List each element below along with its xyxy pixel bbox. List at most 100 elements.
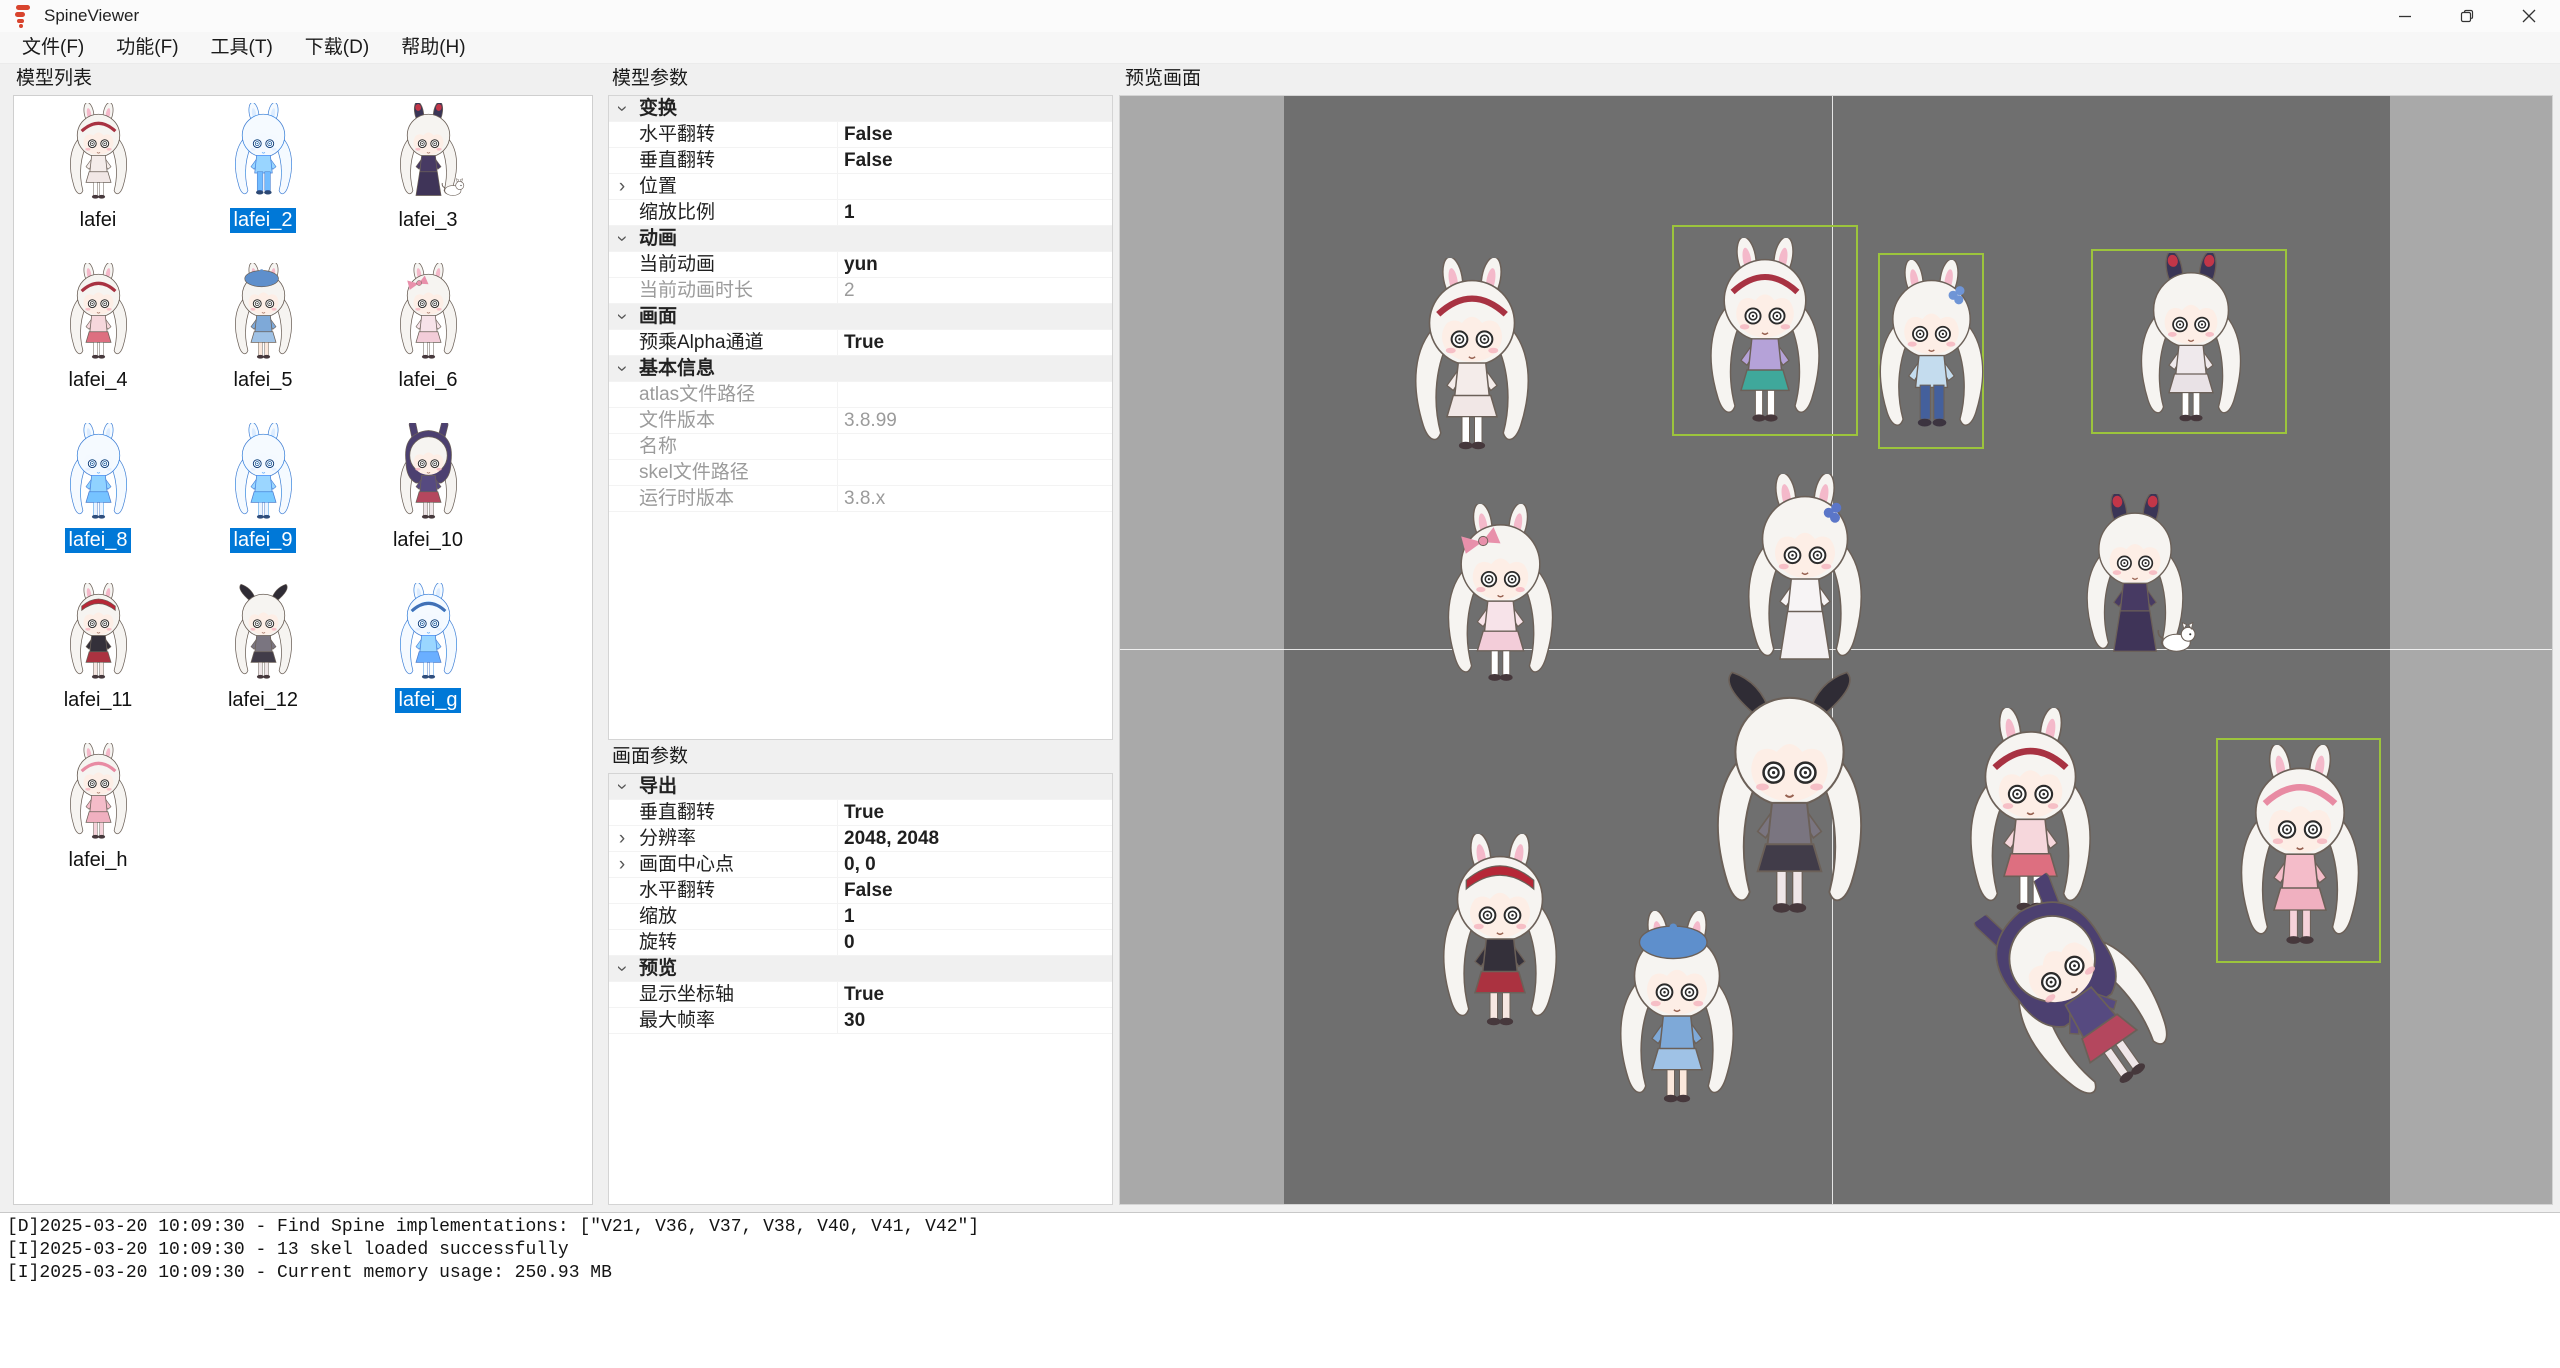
- property-row[interactable]: 当前动画 yun: [609, 252, 1112, 278]
- property-row[interactable]: 缩放 1: [609, 904, 1112, 930]
- model-list-item-lafei_10[interactable]: lafei_10: [353, 423, 503, 553]
- chibi-character-graphic: [1710, 236, 1820, 422]
- preview-character-lafei_10[interactable]: [1939, 849, 2213, 1138]
- preview-character-redears[interactable]: [2125, 250, 2257, 434]
- menu-functions[interactable]: 功能(F): [116, 36, 179, 58]
- model-item-label: lafei_6: [398, 369, 458, 391]
- property-row[interactable]: 垂直翻转 False: [609, 148, 1112, 174]
- menu-download[interactable]: 下载(D): [304, 36, 370, 58]
- collapse-chevron-icon[interactable]: ›: [611, 105, 633, 112]
- property-row[interactable]: 预乘Alpha通道 True: [609, 330, 1112, 356]
- property-row[interactable]: atlas文件路径: [609, 382, 1112, 408]
- property-value[interactable]: 2048, 2048: [837, 826, 1112, 851]
- restore-button[interactable]: [2436, 0, 2498, 32]
- property-value[interactable]: [837, 382, 1112, 407]
- property-value[interactable]: 3.8.99: [837, 408, 1112, 433]
- model-list-item-lafei_g[interactable]: lafei_g: [353, 583, 503, 713]
- minimize-button[interactable]: [2374, 0, 2436, 32]
- property-row[interactable]: 水平翻转 False: [609, 878, 1112, 904]
- property-value[interactable]: [837, 460, 1112, 485]
- model-list-item-lafei_4[interactable]: lafei_4: [23, 263, 173, 393]
- menu-help[interactable]: 帮助(H): [401, 36, 466, 58]
- property-value[interactable]: 3.8.x: [837, 486, 1112, 511]
- model-list-item-lafei_9[interactable]: lafei_9: [188, 423, 338, 553]
- property-value[interactable]: True: [837, 800, 1112, 825]
- preview-character-lafei_h[interactable]: [2222, 743, 2378, 958]
- model-list-item-lafei_h[interactable]: lafei_h: [23, 743, 173, 873]
- preview-character-lafei[interactable]: [1397, 256, 1547, 463]
- model-list-item-lafei[interactable]: lafei: [23, 103, 173, 233]
- property-value[interactable]: 2: [837, 278, 1112, 303]
- preview-character-lafei_4[interactable]: [1951, 706, 2110, 925]
- property-row[interactable]: › 画面中心点 0, 0: [609, 852, 1112, 878]
- property-value[interactable]: 1: [837, 200, 1112, 225]
- property-row[interactable]: › 位置: [609, 174, 1112, 200]
- property-category-row[interactable]: › 动画: [609, 226, 1112, 252]
- property-value[interactable]: False: [837, 148, 1112, 173]
- property-value[interactable]: True: [837, 330, 1112, 355]
- property-row[interactable]: 水平翻转 False: [609, 122, 1112, 148]
- model-list-item-lafei_6[interactable]: lafei_6: [353, 263, 503, 393]
- property-value[interactable]: 0, 0: [837, 852, 1112, 877]
- preview-character-lafei_6[interactable]: [1431, 501, 1570, 694]
- property-row[interactable]: 缩放比例 1: [609, 200, 1112, 226]
- property-category-row[interactable]: › 变换: [609, 96, 1112, 122]
- property-row[interactable]: 显示坐标轴 True: [609, 982, 1112, 1008]
- property-value[interactable]: 30: [837, 1008, 1112, 1033]
- property-value[interactable]: yun: [837, 252, 1112, 277]
- chibi-character-graphic: [2240, 743, 2360, 944]
- preview-character-lafei_5[interactable]: [1602, 909, 1752, 1116]
- preview-character-lafei_12[interactable]: [1694, 669, 1885, 929]
- property-row[interactable]: 当前动画时长 2: [609, 278, 1112, 304]
- property-row[interactable]: 垂直翻转 True: [609, 800, 1112, 826]
- property-value[interactable]: [837, 174, 1112, 199]
- property-category-row[interactable]: › 基本信息: [609, 356, 1112, 382]
- property-name: 缩放: [639, 906, 678, 927]
- property-row[interactable]: 旋转 0: [609, 930, 1112, 956]
- property-value[interactable]: False: [837, 122, 1112, 147]
- chibi-character-graphic: [399, 423, 457, 519]
- property-value[interactable]: 1: [837, 904, 1112, 929]
- collapse-chevron-icon[interactable]: ›: [611, 965, 633, 972]
- property-row[interactable]: skel文件路径: [609, 460, 1112, 486]
- property-value[interactable]: [837, 434, 1112, 459]
- preview-character-lafei_3[interactable]: [2071, 491, 2199, 669]
- row-gutter: [609, 1008, 635, 1033]
- property-name: 位置: [639, 176, 678, 197]
- preview-canvas[interactable]: [1119, 95, 2553, 1205]
- property-row[interactable]: 运行时版本 3.8.x: [609, 486, 1112, 512]
- model-list-item-lafei_3[interactable]: lafei_3: [353, 103, 503, 233]
- preview-character-lafei_11[interactable]: [1425, 832, 1575, 1039]
- log-console[interactable]: [D]2025-03-20 10:09:30 - Find Spine impl…: [0, 1212, 2560, 1368]
- collapse-chevron-icon[interactable]: ›: [611, 313, 633, 320]
- property-category-row[interactable]: › 画面: [609, 304, 1112, 330]
- collapse-chevron-icon[interactable]: ›: [611, 365, 633, 372]
- property-row[interactable]: 名称: [609, 434, 1112, 460]
- model-list-item-lafei_5[interactable]: lafei_5: [188, 263, 338, 393]
- collapse-chevron-icon[interactable]: ›: [611, 783, 633, 790]
- property-row[interactable]: › 分辨率 2048, 2048: [609, 826, 1112, 852]
- menubar: 文件(F) 功能(F) 工具(T) 下载(D) 帮助(H): [0, 32, 2560, 64]
- property-category-row[interactable]: › 预览: [609, 956, 1112, 982]
- model-list-item-lafei_12[interactable]: lafei_12: [188, 583, 338, 713]
- model-list-item-lafei_11[interactable]: lafei_11: [23, 583, 173, 713]
- property-row[interactable]: 文件版本 3.8.99: [609, 408, 1112, 434]
- menu-file[interactable]: 文件(F): [22, 36, 85, 58]
- close-button[interactable]: [2498, 0, 2560, 32]
- property-category-row[interactable]: › 导出: [609, 774, 1112, 800]
- preview-character-jeans[interactable]: [1863, 258, 2000, 447]
- property-row[interactable]: 最大帧率 30: [609, 1008, 1112, 1034]
- collapse-chevron-icon[interactable]: ›: [611, 235, 633, 242]
- selection-box: [1672, 225, 1858, 436]
- menu-tools[interactable]: 工具(T): [210, 36, 273, 58]
- preview-character-lafei_g[interactable]: [1693, 236, 1837, 435]
- expand-chevron-icon[interactable]: ›: [618, 176, 626, 197]
- property-value[interactable]: True: [837, 982, 1112, 1007]
- expand-chevron-icon[interactable]: ›: [618, 828, 626, 849]
- preview-character-bride[interactable]: [1730, 472, 1880, 679]
- property-value[interactable]: 0: [837, 930, 1112, 955]
- model-list-item-lafei_8[interactable]: lafei_8: [23, 423, 173, 553]
- model-list-item-lafei_2[interactable]: lafei_2: [188, 103, 338, 233]
- expand-chevron-icon[interactable]: ›: [618, 854, 626, 875]
- property-value[interactable]: False: [837, 878, 1112, 903]
